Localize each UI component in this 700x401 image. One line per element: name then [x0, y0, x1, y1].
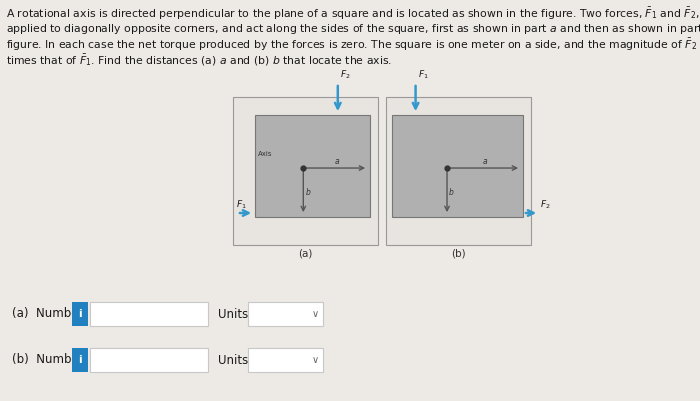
- Text: Units: Units: [218, 308, 248, 320]
- Text: ∨: ∨: [312, 309, 318, 319]
- Text: figure. In each case the net torque produced by the forces is zero. The square i: figure. In each case the net torque prod…: [6, 37, 700, 53]
- Text: $F_1$: $F_1$: [236, 198, 246, 211]
- Bar: [248, 348, 323, 372]
- Text: ∨: ∨: [312, 355, 318, 365]
- Text: Units: Units: [218, 354, 248, 367]
- Text: (b)  Number: (b) Number: [12, 354, 84, 367]
- Bar: [72, 348, 88, 372]
- Text: a: a: [335, 157, 339, 166]
- Bar: [248, 302, 323, 326]
- Text: a: a: [483, 157, 487, 166]
- Text: A rotational axis is directed perpendicular to the plane of a square and is loca: A rotational axis is directed perpendicu…: [6, 6, 700, 22]
- Text: b: b: [305, 188, 310, 197]
- Text: $F_2$: $F_2$: [540, 198, 551, 211]
- Text: i: i: [78, 355, 82, 365]
- Text: $F_2$: $F_2$: [340, 69, 351, 81]
- Text: (a): (a): [298, 249, 313, 259]
- Bar: [392, 115, 523, 217]
- Text: b: b: [449, 188, 454, 197]
- Text: $F_1$: $F_1$: [418, 69, 428, 81]
- Text: times that of $\bar{F}_1$. Find the distances (a) $a$ and (b) $b$ that locate th: times that of $\bar{F}_1$. Find the dist…: [6, 53, 392, 68]
- Text: Axis: Axis: [258, 151, 272, 157]
- Text: applied to diagonally opposite corners, and act along the sides of the square, f: applied to diagonally opposite corners, …: [6, 22, 700, 36]
- Bar: [255, 115, 370, 217]
- Text: (b): (b): [452, 249, 466, 259]
- Text: (a)  Number: (a) Number: [12, 308, 83, 320]
- Bar: [233, 97, 378, 245]
- Bar: [72, 302, 88, 326]
- Bar: [386, 97, 531, 245]
- Text: i: i: [78, 309, 82, 319]
- Bar: [90, 302, 208, 326]
- Bar: [90, 348, 208, 372]
